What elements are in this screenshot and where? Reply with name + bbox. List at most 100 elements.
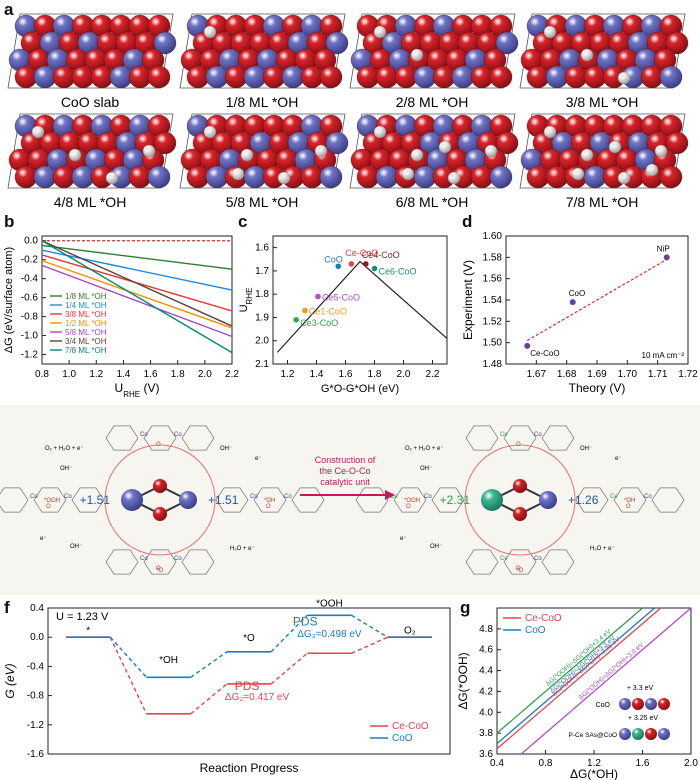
hex-ring: [465, 425, 499, 451]
y-tick-label: 0.4: [30, 603, 44, 614]
y-axis-label: ΔG(*OOH): [456, 652, 470, 709]
slab-caption: 2/8 ML *OH: [396, 94, 469, 110]
lattice-right: Co Co O: [215, 487, 325, 513]
y-tick-label: -1.2: [21, 350, 39, 361]
co-atom: [375, 165, 399, 189]
x-tick-label: 0.8: [539, 758, 553, 769]
inset-atom: [645, 728, 657, 740]
co-atom: [281, 65, 305, 89]
connector: [190, 683, 228, 715]
x-tick-label: 2.2: [426, 369, 440, 380]
o-atom: [128, 65, 152, 89]
x-tick-label: 2.0: [198, 369, 212, 380]
lattice-left: Co Co O: [0, 487, 105, 513]
y-tick-label: 1.56: [483, 274, 503, 285]
metal-label: Ce: [390, 494, 398, 500]
point-label: NiP: [657, 244, 670, 253]
y-tick-label: -0.8: [27, 691, 45, 702]
o-atom: [375, 65, 399, 89]
o-atom: [665, 31, 689, 55]
inset-label: CoO: [596, 702, 611, 709]
h-atom: [543, 125, 557, 139]
central-unit: [481, 479, 557, 521]
slab-caption: 1/8 ML *OH: [226, 94, 299, 110]
label-e: e⁻: [255, 456, 262, 462]
metal-label: Co: [284, 494, 292, 500]
hex-ring: [33, 487, 67, 513]
o-atom: [356, 65, 380, 89]
volcano-line: [276, 260, 448, 353]
slab-4: 4/8 ML *OH: [7, 113, 177, 210]
h-atom: [447, 171, 461, 185]
panel-a-letter: a: [4, 0, 14, 19]
legend-label: Ce-CoO: [392, 721, 429, 732]
y-tick-label: 3.8: [479, 728, 493, 739]
h-atom: [203, 125, 217, 139]
h-atom: [231, 167, 245, 181]
h-atom: [543, 25, 557, 39]
h-atom: [580, 48, 594, 62]
o-atom: [153, 131, 177, 155]
hex-ring: [651, 487, 685, 513]
x-tick-label: 1.4: [116, 369, 130, 380]
oxygen-label: O: [626, 504, 631, 510]
y-tick-label: 4.8: [479, 624, 493, 635]
series-line: [41, 249, 233, 291]
x-tick-label: 2.0: [397, 369, 411, 380]
co-atom: [179, 491, 197, 509]
lattice-left: Ce Co O: [355, 487, 465, 513]
ads-ooh: *OOH: [404, 498, 420, 504]
x-tick-label: 0.8: [35, 369, 49, 380]
step-label: *O: [243, 633, 255, 644]
label-oh: OH⁻: [220, 446, 232, 452]
slab-5: 5/8 ML *OH: [179, 113, 349, 210]
ads-o: *O: [516, 568, 523, 574]
hex-ring: [143, 425, 177, 451]
o-atom: [14, 65, 38, 89]
o-atom: [300, 165, 324, 189]
label-oh: OH⁻: [580, 446, 592, 452]
point-label: Ce1-CoO: [309, 306, 347, 316]
scheme-e-catalytic-cycles: Co Co O Co Co O Co Co O Co Co O +1.51 +1.51 O₂ + H₂O +…: [0, 405, 700, 595]
x-axis-label: G*O-G*OH (eV): [321, 383, 399, 395]
slab-1: 1/8 ML *OH: [179, 13, 349, 110]
label-e: e⁻: [615, 456, 622, 462]
label-e: e⁻: [400, 536, 407, 542]
o-atom: [90, 65, 114, 89]
y-tick-label: 1.6: [255, 243, 269, 254]
o-atom: [659, 165, 683, 189]
y-tick-label: 4.2: [479, 686, 493, 697]
h-atom: [645, 163, 659, 177]
hex-ring: [181, 425, 215, 451]
co-atom: [325, 31, 349, 55]
x-axis-label: URHE (V): [115, 381, 160, 399]
lattice-right: Ce Co O: [575, 487, 685, 513]
co-atom: [121, 489, 143, 511]
x-tick-label: 1.6: [339, 369, 353, 380]
x-tick-label: 1.67: [527, 369, 547, 380]
label-o2: O₂ + H₂O + e⁻: [405, 446, 444, 452]
label-oh: OH⁻: [70, 544, 82, 550]
connector: [109, 636, 148, 715]
label-e: e⁻: [40, 536, 47, 542]
co-atom: [659, 65, 683, 89]
hex-ring: [0, 487, 29, 513]
y-tick-label: -0.8: [21, 312, 39, 323]
o-atom: [186, 65, 210, 89]
construction-label: catalytic unit: [320, 477, 370, 487]
panel-c-letter: c: [238, 212, 248, 231]
data-point: [524, 342, 531, 349]
h-atom: [410, 48, 424, 62]
data-point: [663, 254, 670, 261]
hex-ring: [613, 487, 647, 513]
construction-arrowhead: [385, 490, 395, 500]
oxygen-label: O: [516, 566, 521, 572]
co-atom: [71, 165, 95, 189]
data-point: [302, 307, 308, 314]
valence-left: +1.51: [80, 493, 111, 507]
legend-label: CoO: [392, 733, 413, 744]
step-label: *OH: [159, 655, 178, 666]
hex-ring: [355, 487, 389, 513]
y-tick-label: 1.52: [483, 316, 503, 327]
o-atom: [545, 165, 569, 189]
